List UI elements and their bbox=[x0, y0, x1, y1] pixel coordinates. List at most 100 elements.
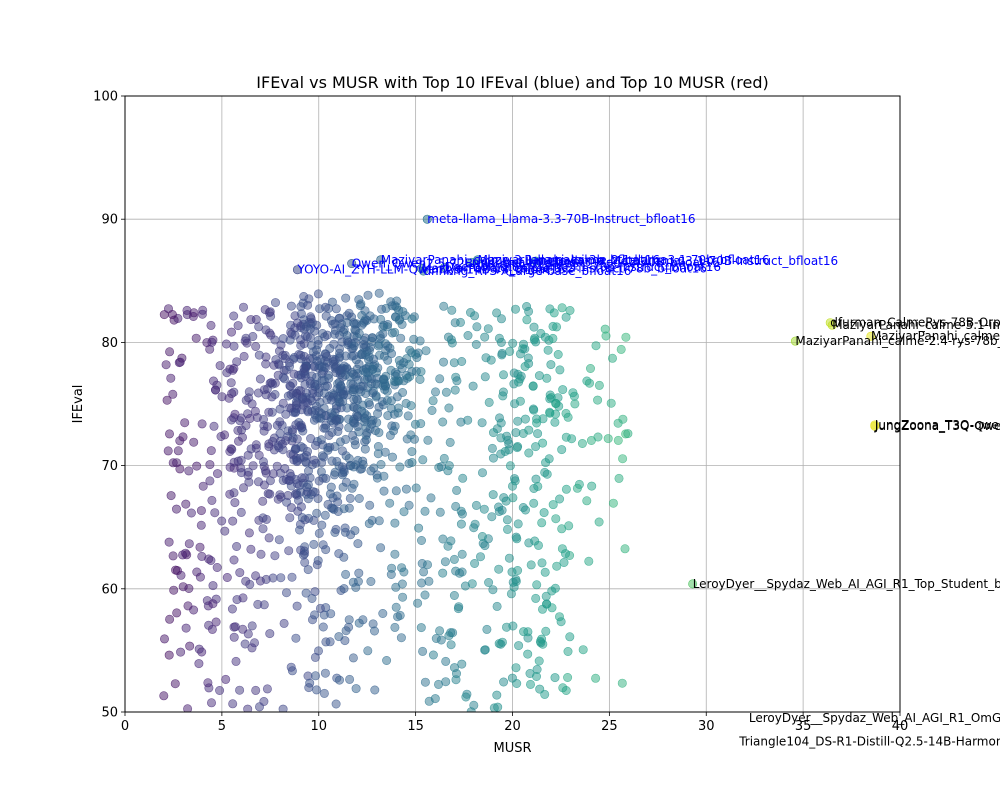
data-point bbox=[274, 443, 284, 453]
data-point bbox=[286, 471, 296, 481]
data-point bbox=[178, 432, 188, 442]
x-tick-label: 35 bbox=[795, 719, 812, 734]
data-point bbox=[395, 610, 405, 620]
data-point bbox=[401, 484, 411, 494]
data-point bbox=[428, 396, 438, 406]
data-point bbox=[415, 336, 425, 346]
data-point bbox=[162, 395, 172, 405]
data-point bbox=[606, 398, 616, 408]
data-point bbox=[366, 466, 376, 476]
data-point bbox=[454, 568, 464, 578]
data-point bbox=[221, 339, 231, 349]
data-point bbox=[418, 646, 428, 656]
data-point bbox=[171, 565, 181, 575]
data-point bbox=[167, 309, 177, 319]
top-musr-annotation: JungZoona_T3Q-Qwen2.5-14B-Instruct-1M-e3… bbox=[874, 419, 1000, 433]
data-point bbox=[169, 585, 179, 595]
data-point bbox=[520, 414, 530, 424]
data-point bbox=[327, 456, 337, 466]
data-point bbox=[259, 426, 269, 436]
data-point bbox=[363, 290, 373, 300]
data-point bbox=[531, 337, 541, 347]
top-ifeval-point bbox=[440, 262, 450, 272]
y-axis-label: IFEval bbox=[71, 385, 86, 424]
data-point bbox=[301, 588, 311, 598]
data-point bbox=[584, 378, 594, 388]
data-point bbox=[291, 633, 301, 643]
data-point bbox=[269, 360, 279, 370]
data-point bbox=[618, 454, 628, 464]
data-point bbox=[563, 646, 573, 656]
data-point bbox=[529, 483, 539, 493]
data-point bbox=[203, 678, 213, 688]
data-point bbox=[551, 514, 561, 524]
y-tick-label: 80 bbox=[101, 336, 118, 351]
data-point bbox=[407, 447, 417, 457]
data-point bbox=[163, 446, 173, 456]
data-point bbox=[461, 692, 471, 702]
data-point bbox=[309, 539, 319, 549]
data-point bbox=[186, 508, 196, 518]
data-point bbox=[211, 617, 221, 627]
data-point bbox=[367, 336, 377, 346]
data-point bbox=[327, 297, 337, 307]
data-point bbox=[500, 446, 510, 456]
data-point bbox=[183, 601, 193, 611]
data-point bbox=[251, 440, 261, 450]
data-point bbox=[318, 622, 328, 632]
data-point bbox=[457, 509, 467, 519]
data-point bbox=[616, 344, 626, 354]
data-point bbox=[363, 646, 373, 656]
data-point bbox=[272, 461, 282, 471]
data-point bbox=[313, 335, 323, 345]
data-point bbox=[508, 493, 518, 503]
data-point bbox=[181, 623, 191, 633]
data-point bbox=[366, 415, 376, 425]
data-point bbox=[513, 565, 523, 575]
data-point bbox=[215, 361, 225, 371]
data-point bbox=[557, 544, 567, 554]
data-point bbox=[591, 341, 601, 351]
data-point bbox=[229, 311, 239, 321]
top-musr-point bbox=[688, 579, 698, 589]
data-point bbox=[220, 526, 230, 536]
data-point bbox=[353, 455, 363, 465]
data-point bbox=[165, 614, 175, 624]
data-point bbox=[518, 428, 528, 438]
data-point bbox=[160, 634, 170, 644]
data-point bbox=[207, 337, 217, 347]
top-musr-annotation: dfurman_CalmeRys-78B-Orpo-v0.1_bfloat16 bbox=[830, 316, 1000, 330]
data-point bbox=[247, 621, 257, 631]
data-point bbox=[555, 365, 565, 375]
data-point bbox=[523, 627, 533, 637]
data-point bbox=[512, 443, 522, 453]
data-point bbox=[507, 673, 517, 683]
data-point bbox=[303, 407, 313, 417]
data-point bbox=[508, 621, 518, 631]
data-point bbox=[465, 307, 475, 317]
data-point bbox=[525, 679, 535, 689]
data-point bbox=[390, 368, 400, 378]
data-point bbox=[259, 600, 269, 610]
data-point bbox=[184, 466, 194, 476]
data-point bbox=[235, 568, 245, 578]
data-point bbox=[541, 591, 551, 601]
data-point bbox=[274, 535, 284, 545]
y-tick-label: 100 bbox=[93, 90, 118, 105]
data-point bbox=[475, 552, 485, 562]
data-point bbox=[310, 652, 320, 662]
data-point bbox=[263, 489, 273, 499]
data-point bbox=[239, 351, 249, 361]
data-point bbox=[456, 417, 466, 427]
data-point bbox=[354, 493, 364, 503]
data-point bbox=[352, 364, 362, 374]
data-point bbox=[337, 446, 347, 456]
data-point bbox=[292, 601, 302, 611]
top-ifeval-annotation: MaziyarPanahi_calme-3.1-llamaloi-3b_bflo… bbox=[381, 253, 660, 267]
data-point bbox=[236, 507, 246, 517]
data-point bbox=[541, 626, 551, 636]
data-point bbox=[396, 333, 406, 343]
data-point bbox=[409, 312, 419, 322]
data-point bbox=[536, 638, 546, 648]
data-point bbox=[398, 307, 408, 317]
